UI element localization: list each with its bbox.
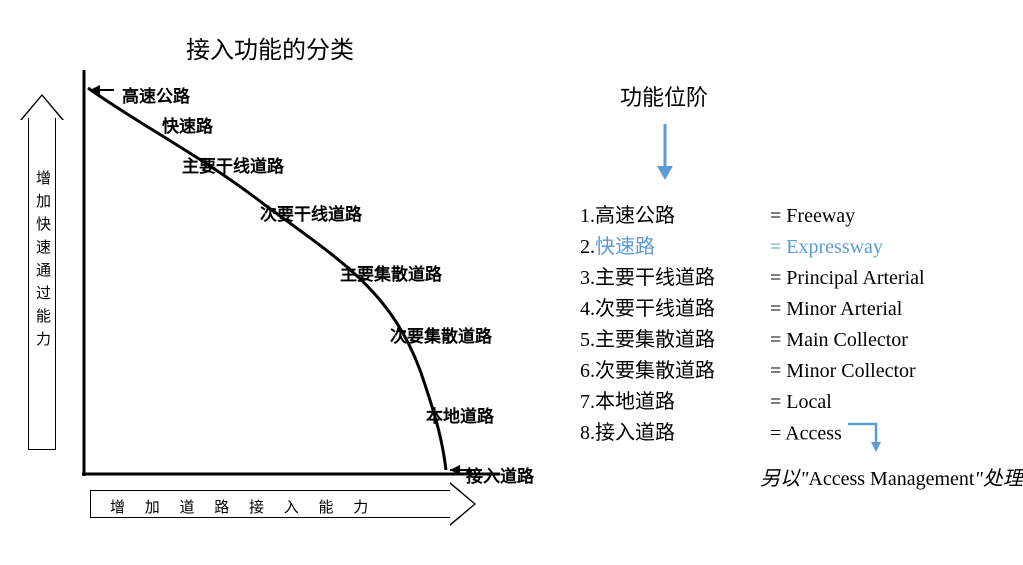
legend-cn: 5.主要集散道路 (580, 325, 770, 356)
chart-title: 接入功能的分类 (0, 30, 540, 65)
curve-label-0: 高速公路 (122, 82, 190, 107)
legend-panel: 功能位阶 1.高速公路= Freeway2.快速路= Expressway3.主… (540, 0, 1023, 565)
footnote-pre: 另以" (760, 468, 808, 490)
legend-down-arrow-icon (650, 122, 1023, 187)
curve-label-7: 接入道路 (466, 462, 534, 487)
legend-cn: 2.快速路 (580, 232, 770, 263)
legend-row-6: 7.本地道路= Local (580, 387, 1023, 418)
chart-panel: 接入功能的分类 增加快速通过能力 增 加 道 路 接 入 能 力 (0, 0, 540, 565)
legend-en: = Main Collector (770, 325, 908, 356)
curve-label-5: 次要集散道路 (390, 322, 492, 347)
x-axis-label: 增 加 道 路 接 入 能 力 (110, 496, 376, 517)
legend-en: = Freeway (770, 201, 855, 232)
legend-en: = Minor Collector (770, 356, 916, 387)
legend-en: = Expressway (770, 232, 883, 263)
footnote-en: Access Management (808, 468, 974, 490)
legend-en: = Principal Arterial (770, 263, 925, 294)
legend-row-0: 1.高速公路= Freeway (580, 201, 1023, 232)
plot-area: 高速公路快速路主要干线道路次要干线道路主要集散道路次要集散道路本地道路接入道路 (80, 70, 500, 480)
legend-list: 1.高速公路= Freeway2.快速路= Expressway3.主要干线道路… (580, 201, 1023, 452)
legend-cn: 6.次要集散道路 (580, 356, 770, 387)
curve-label-1: 快速路 (162, 112, 213, 137)
legend-cn: 1.高速公路 (580, 201, 770, 232)
footnote-post: "处理 (974, 468, 1022, 490)
footnote: 另以"Access Management"处理 (760, 466, 1023, 492)
y-axis-label: 增加快速通过能力 (32, 170, 53, 354)
curve-label-4: 主要集散道路 (340, 260, 442, 285)
legend-cn: 4.次要干线道路 (580, 294, 770, 325)
legend-row-1: 2.快速路= Expressway (580, 232, 1023, 263)
legend-row-4: 5.主要集散道路= Main Collector (580, 325, 1023, 356)
legend-row-7: 8.接入道路= Access (580, 418, 1023, 452)
legend-en: = Local (770, 387, 832, 418)
legend-row-5: 6.次要集散道路= Minor Collector (580, 356, 1023, 387)
curve-label-6: 本地道路 (426, 402, 494, 427)
legend-title: 功能位阶 (620, 80, 1023, 112)
legend-cn: 8.接入道路 (580, 418, 770, 452)
legend-cn: 7.本地道路 (580, 387, 770, 418)
curve-label-3: 次要干线道路 (260, 200, 362, 225)
legend-row-3: 4.次要干线道路= Minor Arterial (580, 294, 1023, 325)
legend-en: = Minor Arterial (770, 294, 902, 325)
curve-label-2: 主要干线道路 (182, 152, 284, 177)
access-hook-arrow-icon (846, 418, 886, 452)
legend-cn: 3.主要干线道路 (580, 263, 770, 294)
legend-row-2: 3.主要干线道路= Principal Arterial (580, 263, 1023, 294)
legend-en: = Access (770, 418, 886, 452)
